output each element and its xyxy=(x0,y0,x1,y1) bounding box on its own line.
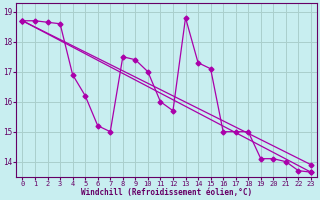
X-axis label: Windchill (Refroidissement éolien,°C): Windchill (Refroidissement éolien,°C) xyxy=(81,188,252,197)
